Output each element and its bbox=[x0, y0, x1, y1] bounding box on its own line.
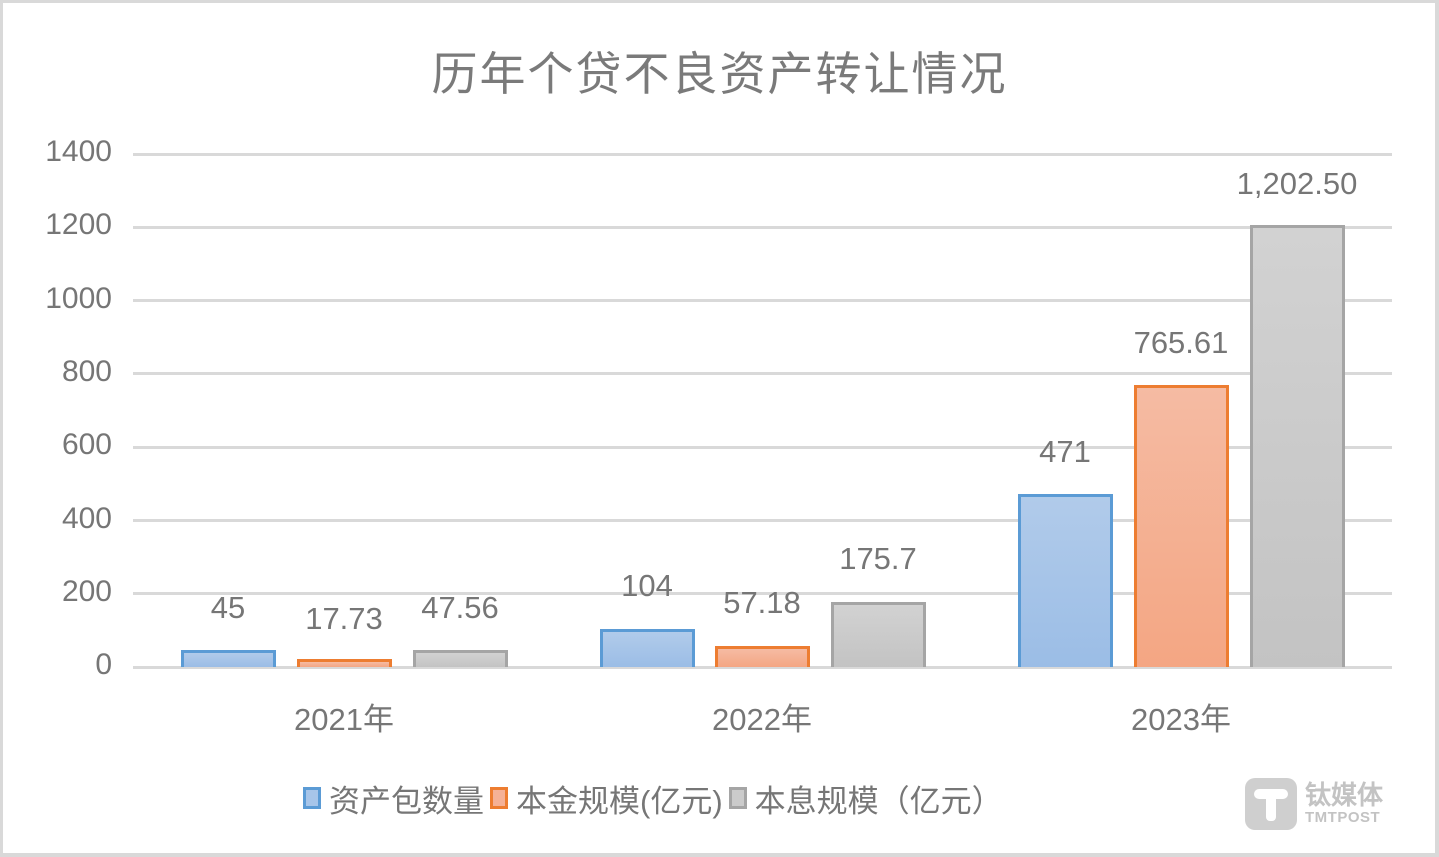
bar-2022-principal bbox=[715, 646, 810, 667]
legend-swatch-orange bbox=[490, 787, 508, 809]
watermark-en: TMTPOST bbox=[1305, 809, 1381, 826]
y-tick: 200 bbox=[61, 575, 112, 608]
legend-label: 本息规模（亿元） bbox=[754, 783, 1003, 819]
chart-title: 历年个贷不良资产转让情况 bbox=[431, 47, 1008, 101]
bar-2022-principal-interest bbox=[831, 602, 926, 667]
value-label: 45 bbox=[210, 590, 246, 625]
plot-area bbox=[133, 153, 1392, 669]
value-label: 471 bbox=[1039, 434, 1091, 469]
legend-label: 资产包数量 bbox=[329, 783, 484, 819]
value-label: 1,202.50 bbox=[1236, 166, 1358, 201]
legend-item-asset-packages[interactable]: 资产包数量 bbox=[303, 776, 484, 821]
gridline-1200 bbox=[133, 226, 1392, 229]
y-tick: 400 bbox=[61, 502, 112, 535]
legend-item-principal-interest[interactable]: 本息规模（亿元） bbox=[728, 776, 1003, 821]
tmtpost-watermark: 钛媒体 TMTPOST bbox=[1245, 778, 1383, 830]
y-tick: 1400 bbox=[45, 135, 112, 168]
value-label: 175.7 bbox=[839, 541, 917, 576]
bar-2021-asset-packages bbox=[181, 650, 276, 667]
value-label: 47.56 bbox=[421, 590, 499, 625]
gridline-600 bbox=[133, 446, 1392, 449]
y-tick: 1000 bbox=[45, 282, 112, 315]
legend-item-principal[interactable]: 本金规模(亿元) bbox=[490, 776, 723, 821]
tmtpost-logo-icon bbox=[1245, 778, 1297, 830]
gridline-1000 bbox=[133, 299, 1392, 302]
legend-swatch-blue bbox=[303, 787, 321, 809]
value-label: 104 bbox=[621, 568, 673, 603]
value-label: 57.18 bbox=[723, 585, 801, 620]
y-tick: 600 bbox=[61, 428, 112, 461]
gridline-800 bbox=[133, 372, 1392, 375]
legend-label: 本金规模(亿元) bbox=[516, 783, 723, 819]
gridline-1400 bbox=[133, 153, 1392, 156]
bar-2023-asset-packages bbox=[1018, 494, 1113, 667]
x-tick-2022: 2022年 bbox=[712, 702, 812, 737]
bar-2021-principal bbox=[297, 659, 392, 667]
gridline-200 bbox=[133, 592, 1392, 595]
bar-2022-asset-packages bbox=[600, 629, 695, 667]
bar-2021-principal-interest bbox=[413, 650, 508, 667]
legend: 资产包数量 本金规模(亿元) 本息规模（亿元） bbox=[303, 776, 1009, 820]
y-tick: 800 bbox=[61, 355, 112, 388]
y-tick: 1200 bbox=[45, 208, 112, 241]
x-tick-2021: 2021年 bbox=[294, 702, 394, 737]
x-axis-baseline bbox=[133, 666, 1392, 669]
y-tick: 0 bbox=[95, 648, 112, 681]
gridline-400 bbox=[133, 519, 1392, 522]
legend-swatch-gray bbox=[728, 787, 747, 809]
x-tick-2023: 2023年 bbox=[1131, 702, 1231, 737]
value-label: 17.73 bbox=[305, 601, 383, 636]
bar-2023-principal bbox=[1134, 385, 1229, 667]
watermark-cn: 钛媒体 bbox=[1305, 780, 1384, 810]
value-label: 765.61 bbox=[1133, 325, 1229, 360]
bar-2023-principal-interest bbox=[1250, 225, 1345, 667]
